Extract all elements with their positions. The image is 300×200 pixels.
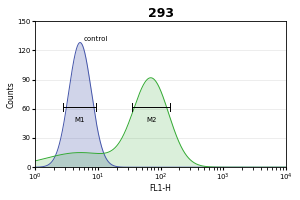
Text: M1: M1 xyxy=(74,117,85,123)
Title: 293: 293 xyxy=(148,7,173,20)
Y-axis label: Counts: Counts xyxy=(7,81,16,108)
Text: control: control xyxy=(84,36,108,42)
Text: M2: M2 xyxy=(146,117,156,123)
X-axis label: FL1-H: FL1-H xyxy=(150,184,171,193)
